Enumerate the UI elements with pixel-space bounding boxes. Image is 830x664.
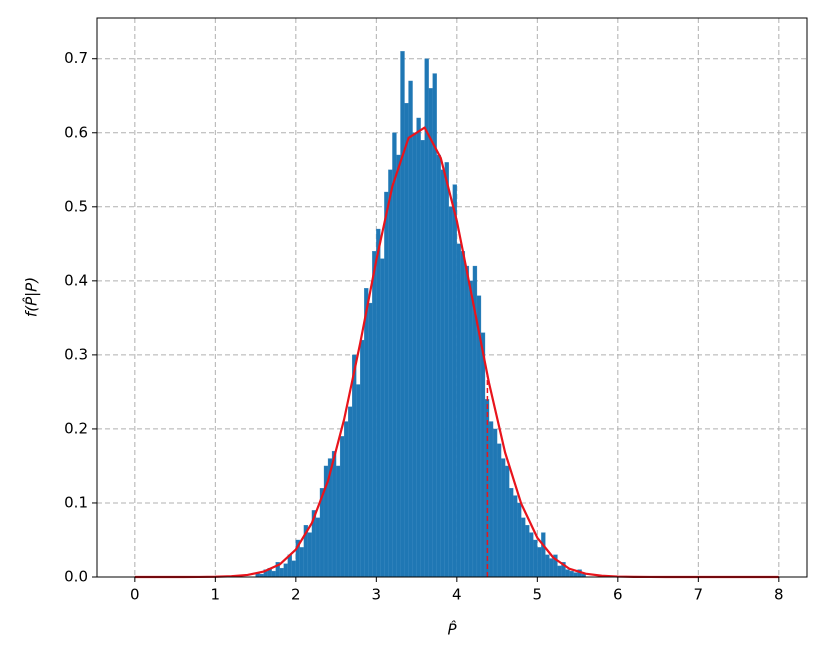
bar: [364, 288, 369, 578]
bar: [452, 184, 457, 578]
bar: [360, 339, 365, 578]
bar: [529, 532, 534, 578]
bar: [537, 547, 542, 578]
bar: [480, 332, 486, 578]
bar: [271, 570, 276, 578]
bar: [460, 251, 466, 578]
bar: [307, 532, 313, 578]
bar: [408, 80, 413, 578]
bar: [315, 517, 321, 578]
bar: [404, 102, 409, 578]
bar: [521, 517, 526, 578]
y-tick-label: 0.5: [64, 197, 88, 215]
bar: [283, 563, 288, 578]
bar: [468, 280, 474, 578]
bar: [573, 572, 578, 578]
bar: [396, 154, 401, 578]
bar: [444, 162, 449, 578]
bar: [291, 560, 296, 578]
y-tick-label: 0.0: [64, 568, 88, 586]
bar: [368, 302, 373, 578]
bar: [440, 169, 445, 578]
bar: [339, 436, 345, 578]
bar: [372, 251, 377, 578]
y-tick-label: 0.3: [64, 345, 88, 363]
bar: [412, 132, 417, 578]
x-tick-label: 4: [452, 586, 462, 604]
ticks: 0 1 2 3 4 5 6 7 8 0.0 0.1 0.2 0.3 0.4 0.5 0.6 0.7: [64, 49, 783, 603]
bar: [416, 117, 421, 578]
x-tick-label: 8: [774, 586, 784, 604]
x-axis-label: P̂: [447, 620, 457, 639]
bar: [517, 502, 522, 578]
x-tick-label: 0: [130, 586, 140, 604]
bar: [545, 554, 550, 578]
bar: [496, 443, 502, 578]
x-tick-label: 6: [613, 586, 623, 604]
bar: [299, 547, 305, 578]
bar: [279, 567, 284, 578]
x-tick-label: 2: [291, 586, 301, 604]
bar: [549, 558, 554, 578]
bar: [420, 140, 425, 578]
bar: [384, 191, 389, 578]
x-tick-label: 3: [372, 586, 382, 604]
bar: [436, 154, 441, 578]
bar: [533, 539, 538, 578]
bar: [565, 569, 570, 578]
bar: [492, 428, 498, 578]
bar: [348, 406, 353, 578]
bar: [509, 488, 514, 578]
bar: [488, 421, 494, 578]
bar: [569, 570, 574, 578]
bar: [400, 51, 405, 578]
bar: [380, 258, 385, 578]
plot-frame: [96, 17, 808, 578]
x-tick-label: 1: [211, 586, 221, 604]
x-tick-label: 5: [533, 586, 543, 604]
bar: [392, 132, 397, 578]
bar: [448, 206, 453, 578]
y-tick-label: 0.1: [64, 493, 88, 511]
bar: [356, 384, 361, 578]
bar: [557, 565, 562, 578]
bar: [352, 354, 357, 578]
y-tick-label: 0.4: [64, 271, 88, 289]
bar: [335, 465, 341, 578]
y-axis-label: f(P̂|P): [22, 277, 41, 317]
bar: [287, 554, 292, 578]
bar: [513, 495, 518, 578]
bar: [500, 458, 506, 578]
y-tick-label: 0.2: [64, 419, 88, 437]
bar: [525, 525, 530, 578]
bar: [343, 421, 349, 578]
bar: [376, 228, 381, 578]
bar: [504, 465, 510, 578]
y-tick-label: 0.6: [64, 123, 88, 141]
bars: [255, 51, 586, 578]
y-tick-label: 0.7: [64, 49, 88, 67]
x-tick-label: 7: [694, 586, 704, 604]
bar: [388, 169, 393, 578]
bar: [541, 532, 546, 578]
bar: [331, 450, 337, 578]
bar: [428, 88, 433, 578]
bar: [424, 58, 429, 578]
bar: [464, 265, 470, 578]
bar: [456, 243, 462, 578]
